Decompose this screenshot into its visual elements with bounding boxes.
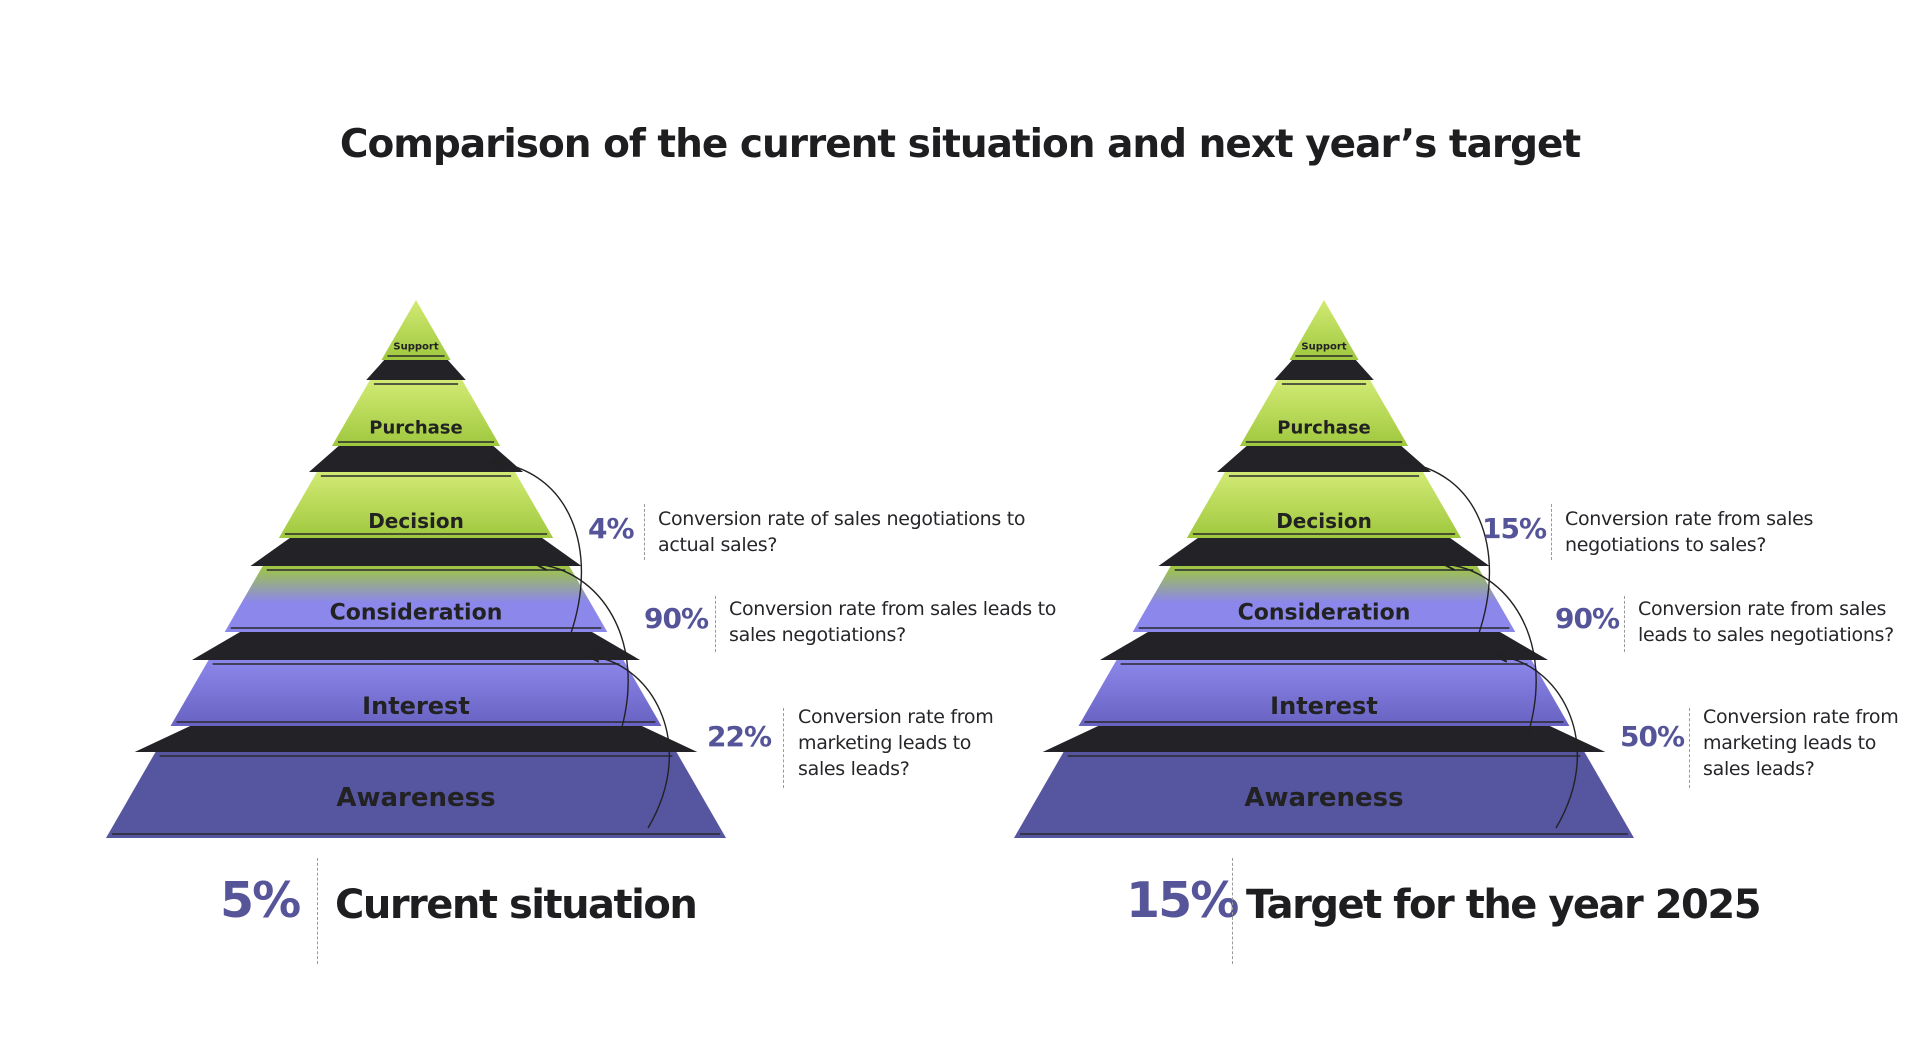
layer-awareness [106,752,726,838]
conversion-divider [783,708,784,788]
dark-band [1158,538,1490,566]
conversion-divider [1624,596,1625,652]
layer-support [381,300,451,360]
panel-caption: Target for the year 2025 [1246,882,1762,928]
conversion-arrow [1400,462,1491,637]
dark-band [191,632,641,660]
caption-divider [1232,858,1233,964]
conversion-question-decision: Conversion rate of sales negotiations to… [658,508,1026,556]
layer-decision [278,472,554,538]
panel-caption: Current situation [335,882,698,928]
dark-band [308,446,524,472]
conversion-arrow [536,564,629,735]
conversion-rate-decision: 15% [1482,512,1547,545]
dark-band [1042,726,1606,752]
layer-interest [170,660,662,726]
layer-label-consideration: Consideration [1237,600,1411,626]
layer-awareness [1014,752,1634,838]
panel-target-2025: Support Purchase Decision Consideration … [908,290,1899,990]
layer-label-interest: Interest [1270,692,1378,720]
layer-consideration [1132,566,1516,632]
layer-consideration [224,566,608,632]
layer-label-purchase: Purchase [369,417,463,439]
layer-decision [1186,472,1462,538]
conversion-rate-interest: 22% [707,720,772,753]
layer-label-awareness: Awareness [1244,783,1404,813]
dark-band [250,538,582,566]
conversion-question-interest: Conversion rate from marketing leads to … [798,706,994,780]
dark-band [134,726,698,752]
conversion-arrow [492,462,583,637]
panel-current-situation: Support Purchase Decision Consideration … [0,290,1056,990]
layer-label-support: Support [393,341,439,353]
dark-band [366,360,466,380]
layer-label-consideration: Consideration [329,600,503,626]
conversion-arrow [1496,656,1579,829]
layer-support [1289,300,1359,360]
conversion-question-consideration: Conversion rate from sales leads to sale… [1638,598,1894,646]
conversion-arrow [1444,564,1537,735]
conversion-divider [1551,504,1552,560]
conversion-rate-consideration: 90% [644,602,709,635]
layer-purchase [331,380,501,446]
conversion-question-interest: Conversion rate from marketing leads to … [1703,706,1899,780]
conversion-divider [644,504,645,560]
layer-purchase [1239,380,1409,446]
layer-label-decision: Decision [1276,509,1372,533]
overall-rate: 15% [1126,872,1239,929]
conversion-arrow [588,656,671,829]
conversion-rate-decision: 4% [588,512,635,545]
layer-label-awareness: Awareness [336,783,496,813]
dark-band [1099,632,1549,660]
layer-interest [1078,660,1570,726]
dark-band [1274,360,1374,380]
conversion-question-consideration: Conversion rate from sales leads to sale… [729,598,1057,646]
layer-label-purchase: Purchase [1277,417,1371,439]
conversion-rate-interest: 50% [1620,720,1685,753]
conversion-rate-consideration: 90% [1555,602,1620,635]
conversion-divider [715,596,716,652]
dark-band [1216,446,1432,472]
caption-divider [317,858,318,964]
pyramid-target [1014,300,1634,838]
layer-label-support: Support [1301,341,1347,353]
layer-label-interest: Interest [362,692,470,720]
layer-label-decision: Decision [368,509,464,533]
overall-rate: 5% [220,872,301,929]
pyramid-current [106,300,726,838]
conversion-question-decision: Conversion rate from sales negotiations … [1565,508,1814,556]
page-title: Comparison of the current situation and … [339,122,1581,167]
conversion-divider [1689,708,1690,788]
